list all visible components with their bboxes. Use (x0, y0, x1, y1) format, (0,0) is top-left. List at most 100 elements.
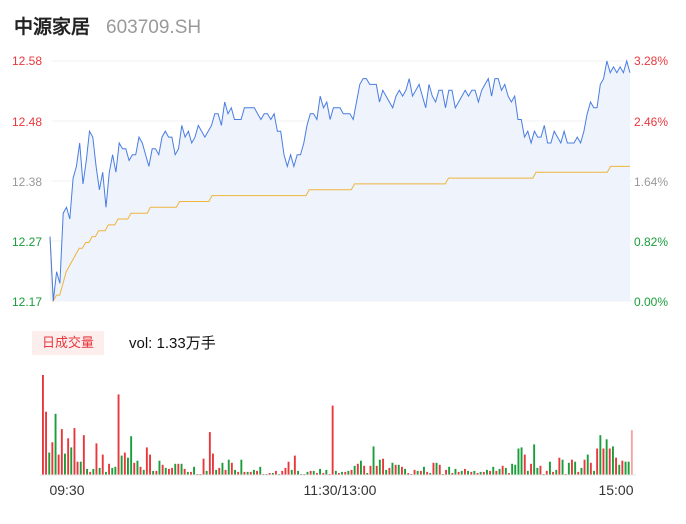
price-line (49, 59, 631, 302)
volume-bar (174, 463, 177, 475)
volume-bar (419, 470, 422, 475)
volume-bar (492, 466, 495, 475)
volume-bar (394, 464, 397, 475)
volume-bar (341, 471, 343, 475)
volume-bar (517, 448, 520, 475)
volume-bar (316, 473, 318, 475)
time-axis-labels: 09:30 11:30/13:00 15:00 (49, 482, 633, 498)
stock-name: 中源家居 (14, 17, 91, 38)
volume-bars (42, 375, 633, 475)
volume-bar (401, 466, 403, 475)
volume-bar (70, 447, 73, 475)
left-tick-label: 12.48 (12, 115, 42, 129)
volume-bar (577, 471, 580, 475)
volume-bar (353, 465, 356, 475)
volume-bar (240, 459, 243, 475)
time-tick-label: 15:00 (598, 482, 633, 498)
time-tick-label: 11:30/13:00 (304, 482, 377, 498)
volume-bar (319, 468, 321, 475)
volume-bar (520, 447, 523, 475)
volume-bar (571, 459, 573, 475)
volume-bar (593, 470, 595, 475)
volume-bar (618, 464, 621, 475)
left-tick-label: 12.58 (12, 54, 42, 68)
volume-bar (325, 469, 328, 475)
volume-bar (290, 469, 293, 475)
daily-volume-tag: 日成交量 (32, 331, 105, 355)
volume-bar (76, 461, 79, 475)
volume-bar (180, 463, 183, 475)
volume-bar (284, 467, 287, 475)
price-area-fill (50, 61, 630, 301)
volume-bar (234, 469, 236, 475)
volume-bar (533, 444, 536, 475)
volume-bar (467, 470, 469, 475)
volume-bar (130, 436, 133, 475)
volume-bar (259, 466, 262, 475)
volume-bar (545, 470, 548, 475)
volume-bar (293, 455, 296, 475)
volume-bar (212, 453, 214, 475)
volume-bar (287, 461, 290, 475)
left-tick-label: 12.38 (12, 175, 42, 189)
volume-bar (149, 454, 151, 475)
volume-bar (152, 470, 155, 475)
volume-bar (139, 466, 142, 475)
volume-bar (574, 461, 577, 475)
volume-bar (423, 466, 425, 475)
right-tick-label: 1.64% (634, 175, 668, 189)
volume-bar (224, 469, 227, 475)
volume-bar (98, 467, 101, 475)
volume-bar (451, 473, 454, 475)
volume-bar (202, 458, 205, 475)
volume-bar (382, 458, 384, 475)
volume-bar (117, 394, 120, 475)
volume-bar (624, 461, 627, 475)
volume-bar (158, 460, 161, 475)
volume-bar (621, 460, 624, 475)
volume-bar (230, 462, 233, 475)
volume-bar (615, 457, 617, 475)
volume-bar (344, 471, 347, 475)
volume-bar (183, 468, 186, 475)
volume-bar (271, 473, 274, 475)
volume-bar (460, 470, 463, 475)
left-tick-label: 12.27 (12, 235, 42, 249)
volume-bar (253, 469, 255, 475)
volume-bar (363, 465, 366, 475)
volume-bar (114, 466, 117, 475)
volume-bar (268, 473, 271, 475)
volume-bar (378, 459, 381, 475)
volume-bar (108, 463, 110, 475)
volume-bar (164, 467, 167, 475)
volume-bar (599, 435, 602, 475)
volume-bar (73, 428, 76, 475)
volume-bar (508, 473, 510, 475)
volume-bar (366, 473, 369, 475)
volume-bar (385, 469, 388, 475)
volume-bar (221, 462, 224, 475)
volume-bar (331, 405, 334, 475)
volume-bar (347, 470, 350, 475)
volume-bar (454, 468, 457, 475)
volume-bar (432, 462, 435, 475)
volume-bar (45, 411, 47, 475)
volume-bar (473, 470, 476, 475)
left-axis-labels: 12.58 12.48 12.38 12.27 12.17 (12, 54, 42, 309)
volume-bar (51, 442, 54, 475)
volume-bar (476, 473, 479, 475)
right-axis-labels: 3.28% 2.46% 1.64% 0.82% 0.00% (634, 54, 668, 309)
volume-bar (297, 470, 299, 475)
volume-bar (338, 473, 340, 475)
volume-bar (388, 467, 391, 475)
volume-bar (356, 463, 359, 475)
volume-bar (249, 471, 252, 475)
volume-bar (190, 471, 192, 475)
volume-bar (136, 460, 139, 475)
volume-bar (470, 471, 473, 475)
right-tick-label: 2.46% (634, 115, 668, 129)
volume-bar (161, 464, 164, 475)
volume-bar (215, 469, 218, 475)
volume-bar (227, 459, 230, 475)
